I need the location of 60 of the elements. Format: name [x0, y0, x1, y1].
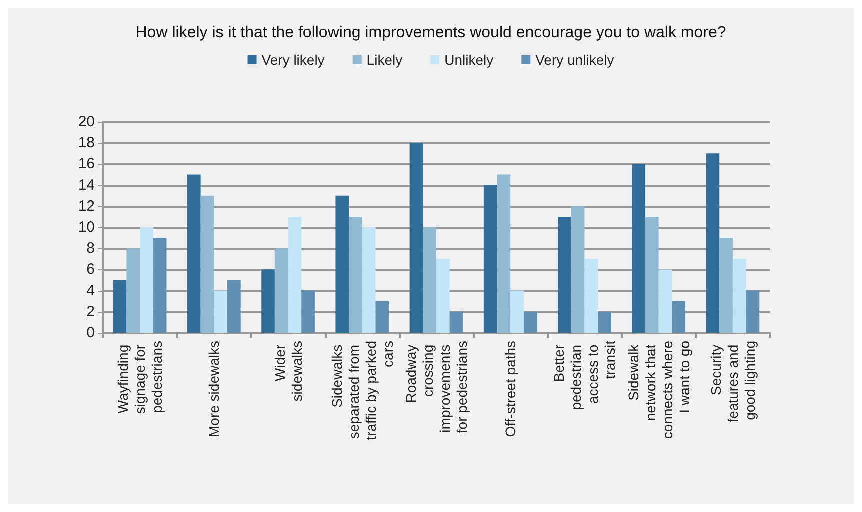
bar — [658, 270, 672, 333]
bar — [187, 174, 201, 333]
x-tick-label: Roadway crossing improvements for pedestrians — [403, 341, 470, 434]
bar — [228, 280, 241, 333]
bar — [497, 174, 511, 333]
x-tick-label: Off-street paths — [502, 341, 519, 438]
bar — [720, 238, 733, 333]
bar — [632, 164, 646, 333]
bar — [262, 270, 275, 333]
bar — [200, 196, 214, 333]
bar — [584, 259, 598, 333]
y-tick-label: 16 — [78, 156, 95, 173]
x-tick-label: Wayfinding signage for pedestrians — [115, 341, 166, 414]
bar — [524, 312, 538, 333]
bar — [672, 301, 686, 333]
bar — [376, 301, 390, 333]
y-tick-label: 2 — [86, 303, 95, 320]
bar — [510, 290, 524, 333]
y-tick-label: 10 — [78, 219, 95, 236]
bar — [558, 216, 572, 333]
x-tick-label: Wider sidewalks — [272, 341, 305, 402]
bar — [113, 280, 127, 333]
y-tick-label: 18 — [78, 134, 95, 152]
y-tick-label: 0 — [86, 324, 95, 342]
legend-label: Very likely — [262, 52, 325, 68]
bar — [410, 143, 424, 333]
y-tick-label: 4 — [86, 282, 95, 300]
x-tick-label: Sidewalks separated from traffic by parked cars — [328, 341, 396, 440]
bar — [302, 290, 315, 333]
bar — [153, 238, 167, 333]
bar — [140, 228, 154, 333]
bar — [214, 290, 228, 333]
y-tick-label: 6 — [86, 261, 95, 278]
x-tick-label: Better pedestrian access to transit — [551, 340, 618, 410]
bar — [126, 248, 140, 333]
y-tick-label: 8 — [86, 240, 95, 258]
legend-label: Likely — [366, 52, 403, 68]
bar — [336, 196, 350, 333]
legend-label: Unlikely — [444, 52, 494, 68]
bar — [645, 216, 659, 333]
y-tick-label: 20 — [78, 114, 95, 130]
bar — [288, 216, 302, 333]
bar — [362, 228, 376, 333]
bar — [349, 216, 362, 333]
bar — [274, 248, 288, 333]
legend-label: Very unlikely — [536, 52, 614, 68]
bar — [423, 228, 436, 333]
bar — [571, 206, 585, 333]
bar — [450, 312, 464, 333]
y-tick-label: 12 — [78, 198, 95, 215]
bar — [436, 259, 450, 333]
bar — [598, 312, 612, 333]
bar — [484, 185, 498, 333]
bar — [746, 290, 760, 333]
x-tick-label: Security features and good lighting — [708, 341, 758, 423]
x-tick-label: More sidewalks — [206, 341, 222, 438]
chart-title: How likely is it that the following improvements would encourage you to walk more? — [136, 24, 726, 42]
bar — [732, 259, 746, 333]
y-tick-label: 14 — [78, 176, 95, 194]
bar — [706, 154, 720, 333]
